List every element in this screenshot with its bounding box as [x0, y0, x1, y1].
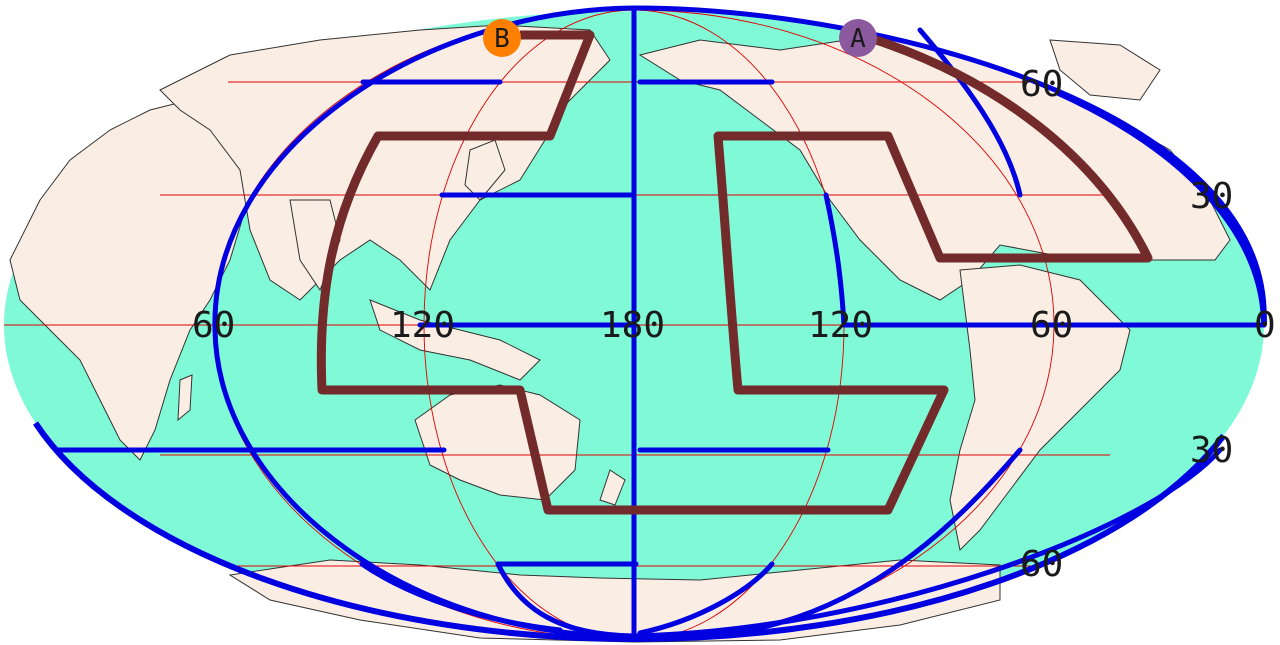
marker-b-label: B [494, 24, 510, 54]
lon-label-180: 180 [600, 305, 665, 346]
lon-label-0: 0 [1254, 305, 1276, 346]
blue-lines [53, 5, 1267, 639]
lon-label-120-east: 120 [808, 305, 873, 346]
lat-label-30-south: 30 [1190, 430, 1233, 471]
lon-label-120-west: 120 [390, 305, 455, 346]
landmass-africa [9, 99, 251, 461]
landmass-madagascar [177, 374, 193, 422]
landmass-new-zealand [599, 469, 626, 506]
marker-a[interactable]: A [839, 19, 877, 57]
outline-left [316, 30, 1153, 515]
landmass-eurasia [159, 24, 611, 301]
marker-b[interactable]: B [483, 19, 521, 57]
longitude-labels: 60 120 180 120 60 0 [192, 305, 1276, 346]
landmass-japan [464, 139, 506, 201]
marker-a-label: A [850, 24, 866, 54]
marker-b-circle [483, 19, 521, 57]
landmass-greenland [1049, 39, 1161, 101]
lat-label-30-north: 30 [1190, 176, 1233, 217]
latitude-labels: 60 30 30 60 [1020, 64, 1233, 585]
lat-label-60-south: 60 [1020, 544, 1063, 585]
lon-label-60-west: 60 [192, 305, 235, 346]
lon-label-60-east: 60 [1030, 305, 1073, 346]
brown-outlines [316, 30, 1153, 515]
marker-a-circle [839, 19, 877, 57]
lat-label-60-north: 60 [1020, 64, 1063, 105]
